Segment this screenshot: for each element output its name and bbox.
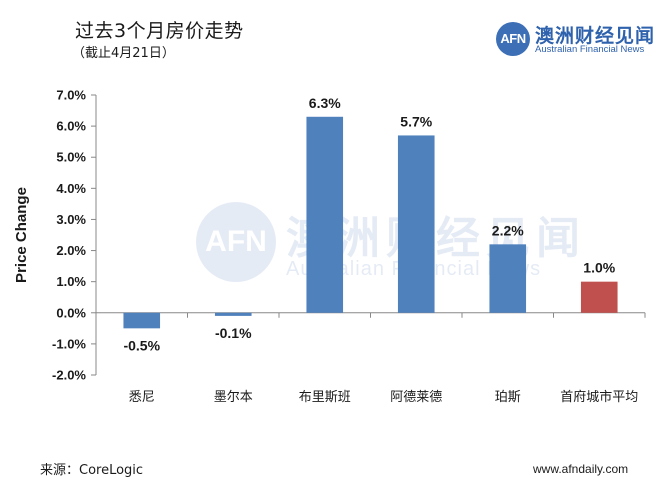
data-label-1: -0.1% [215,325,252,341]
bar-4 [489,244,527,313]
bar-2 [306,116,344,313]
category-label-2: 布里斯班 [299,390,351,405]
afn-logo: AFN 澳洲财经见闻 Australian Financial News [496,22,656,56]
category-label-3: 阿德莱德 [390,390,442,405]
y-tick-label: 3.0% [56,212,86,227]
category-label-5: 首府城市平均 [560,389,638,405]
bar-0 [123,312,161,329]
afn-logo-name-en: Australian Financial News [535,44,645,55]
source-note: 来源：CoreLogic [40,463,144,478]
bar-5 [580,281,618,313]
y-axis-title: Price Change [13,187,30,283]
y-tick-label: 6.0% [56,119,86,134]
category-label-0: 悉尼 [129,390,155,405]
y-tick-label: 7.0% [56,88,86,103]
bar-1 [214,312,252,316]
y-tick-label: 5.0% [56,150,86,165]
chart-title: 过去3个月房价走势 [75,20,244,42]
bar-3 [397,135,435,313]
y-tick-label: -2.0% [52,368,86,383]
category-label-1: 墨尔本 [214,390,253,405]
y-tick-label: 1.0% [56,274,86,289]
afn-logo-name-cn: 澳洲财经见闻 [535,25,656,47]
data-label-0: -0.5% [123,337,160,353]
afn-logo-mark: AFN [496,22,530,56]
category-label-4: 珀斯 [495,390,521,405]
y-tick-label: 0.0% [56,305,86,320]
y-tick-label: 2.0% [56,243,86,258]
chart-subtitle: （截止4月21日） [72,46,175,61]
y-tick-label: 4.0% [56,181,86,196]
website-url: www.afndaily.com [533,462,629,476]
y-tick-label: -1.0% [52,336,86,351]
data-label-2: 6.3% [309,95,341,111]
data-label-4: 2.2% [492,222,524,238]
data-label-3: 5.7% [400,113,432,129]
data-label-5: 1.0% [583,260,615,276]
